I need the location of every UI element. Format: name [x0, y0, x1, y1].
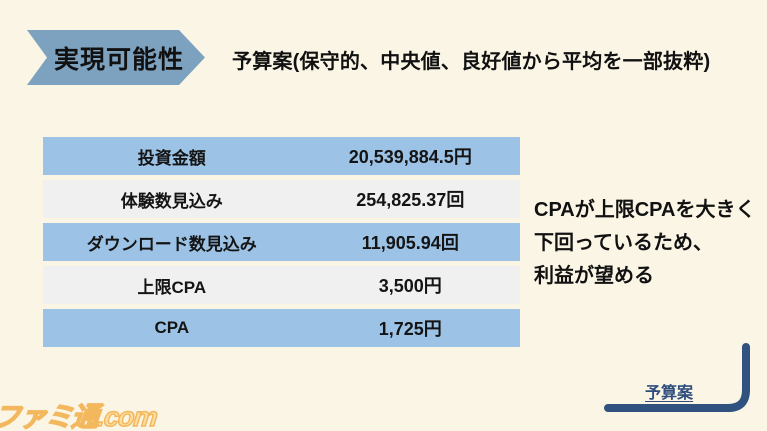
budget-table: 投資金額 20,539,884.5円 体験数見込み 254,825.37回 ダウ…	[43, 137, 520, 347]
table-row: 上限CPA 3,500円	[43, 266, 520, 304]
table-row: 体験数見込み 254,825.37回	[43, 180, 520, 218]
note-line: 下回っているため、	[534, 232, 713, 254]
row-label: CPA	[154, 318, 190, 337]
famitsu-watermark-logo: ファミ通.com	[0, 401, 159, 431]
table-row: ダウンロード数見込み 11,905.94回	[43, 223, 520, 261]
corner-bracket	[604, 343, 750, 412]
table-row: CPA 1,725円	[43, 309, 520, 347]
budget-plan-link[interactable]: 予算案	[645, 385, 694, 402]
row-value: 11,905.94回	[361, 233, 459, 253]
note-line: CPAが上限CPAを大きく	[534, 199, 756, 221]
row-label: 体験数見込み	[120, 191, 223, 211]
page-title: 予算案(保守的、中央値、良好値から平均を一部抜粋)	[232, 51, 711, 73]
row-value: 254,825.37回	[356, 190, 465, 210]
row-value: 20,539,884.5円	[348, 147, 472, 167]
row-label: 投資金額	[137, 148, 206, 168]
row-value: 3,500円	[378, 276, 442, 296]
feasibility-banner-label: 実現可能性	[53, 45, 184, 74]
table-row: 投資金額 20,539,884.5円	[43, 137, 520, 175]
row-value: 1,725円	[378, 319, 442, 339]
row-label: 上限CPA	[137, 277, 207, 297]
note-text: CPAが上限CPAを大きく 下回っているため、 利益が望める	[534, 194, 764, 293]
note-line: 利益が望める	[534, 265, 654, 287]
feasibility-banner: 実現可能性	[27, 30, 205, 85]
row-label: ダウンロード数見込み	[86, 234, 257, 254]
